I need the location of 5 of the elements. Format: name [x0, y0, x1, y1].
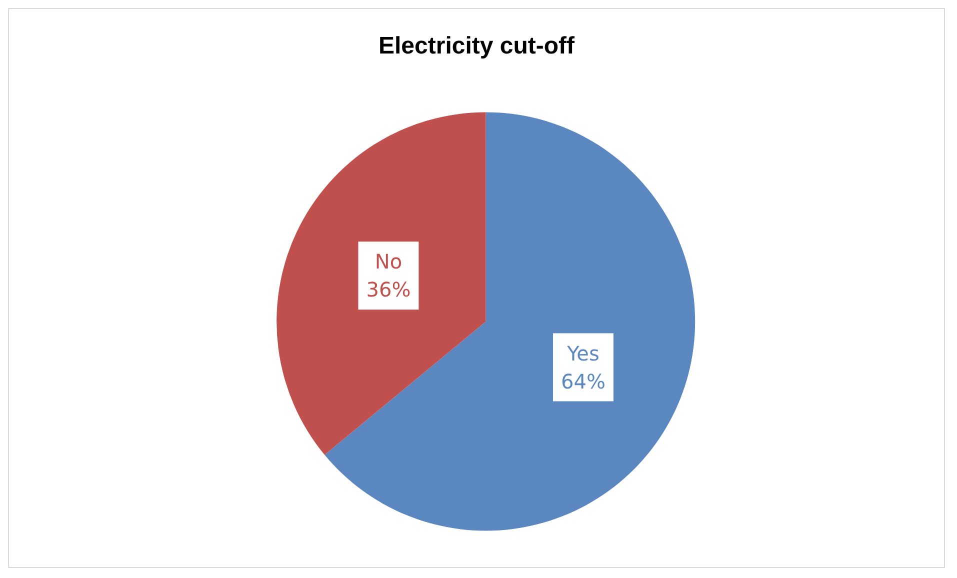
data-label: 64% — [561, 369, 606, 394]
data-label: 36% — [366, 278, 411, 302]
slice-label: No — [374, 250, 402, 274]
chart-title: Electricity cut-off — [378, 32, 576, 60]
slice-label: Yes — [566, 341, 600, 366]
